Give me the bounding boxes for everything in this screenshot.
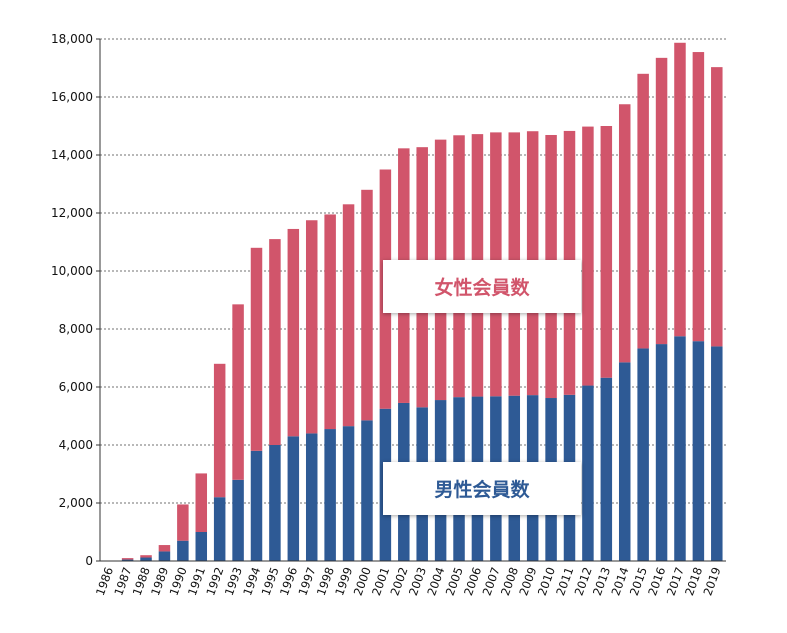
y-tick-label: 16,000 <box>51 90 93 104</box>
bar-male <box>582 385 594 561</box>
bar-female <box>342 204 355 427</box>
bar-male <box>140 557 152 561</box>
bar-female <box>324 214 336 430</box>
bar-female <box>140 555 152 558</box>
y-tick-label: 8,000 <box>59 322 93 336</box>
y-tick-label: 12,000 <box>51 206 93 220</box>
y-tick-labels: 0 2,000 4,000 6,000 8,000 10,000 12,000 14,000 1… <box>51 32 100 568</box>
y-tick-label: 18,000 <box>51 32 93 46</box>
bar-female <box>158 545 171 552</box>
y-tick-label: 6,000 <box>59 380 93 394</box>
bar-female <box>600 126 613 378</box>
x-tick-labels: 1986198719881989199019911992199319941995… <box>93 565 724 597</box>
bar-female <box>232 304 244 480</box>
bar-male <box>600 377 613 561</box>
bar-female <box>269 239 281 445</box>
bar-female <box>250 247 263 451</box>
bar-female <box>305 220 318 434</box>
bar-male <box>655 344 668 561</box>
bar-female <box>637 73 649 349</box>
legend-female-label: 女性会員数 <box>383 260 581 313</box>
y-tick-label: 10,000 <box>51 264 93 278</box>
bar-female <box>121 558 134 560</box>
bar-male <box>250 450 263 561</box>
bar-female <box>213 363 226 498</box>
bar-female <box>582 126 594 386</box>
bar-male <box>324 429 336 561</box>
bar-male <box>287 436 300 561</box>
bar-male <box>361 420 373 561</box>
bar-female <box>674 42 686 337</box>
bar-male <box>342 426 355 561</box>
bar-male <box>213 497 226 561</box>
y-tick-label: 4,000 <box>59 438 93 452</box>
bar-female <box>711 67 723 347</box>
bar-male <box>232 479 244 561</box>
bar-male <box>618 362 631 561</box>
bar-female <box>195 473 208 532</box>
y-tick-label: 0 <box>85 554 93 568</box>
legend-male-label: 男性会員数 <box>383 462 581 515</box>
bar-male <box>269 445 281 561</box>
bar-female <box>287 228 300 437</box>
bar-male <box>177 540 189 561</box>
bar-female <box>692 52 705 342</box>
axes <box>99 39 726 562</box>
bar-male <box>637 348 649 561</box>
y-tick-label: 14,000 <box>51 148 93 162</box>
bar-male <box>158 551 171 561</box>
bar-female <box>177 504 189 541</box>
bar-female <box>655 57 668 345</box>
bar-female <box>618 104 631 363</box>
bar-male <box>121 559 134 561</box>
y-tick-label: 2,000 <box>59 496 93 510</box>
bar-male <box>692 341 705 561</box>
bar-male <box>195 532 208 561</box>
bar-female <box>361 189 373 421</box>
bar-male <box>711 346 723 561</box>
bar-male <box>674 336 686 561</box>
bar-male <box>305 433 318 561</box>
